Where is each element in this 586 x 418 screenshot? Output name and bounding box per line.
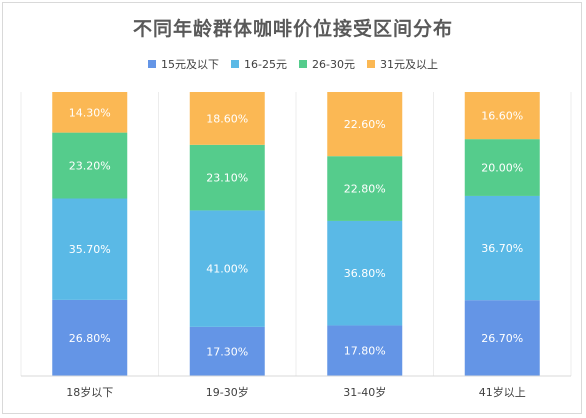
data-label-2-0: 17.80% bbox=[344, 345, 386, 358]
legend-label-0: 15元及以下 bbox=[161, 58, 220, 71]
legend-label-1: 16-25元 bbox=[244, 58, 287, 71]
legend-label-2: 26-30元 bbox=[312, 58, 355, 71]
bar-0-3 bbox=[52, 92, 128, 133]
data-label-1-3: 18.60% bbox=[206, 112, 248, 125]
data-label-2-2: 22.80% bbox=[344, 183, 386, 196]
bar-0-0 bbox=[52, 299, 128, 376]
bar-2-2 bbox=[327, 156, 403, 221]
data-label-0-2: 23.20% bbox=[69, 160, 111, 173]
data-label-0-1: 35.70% bbox=[69, 243, 111, 256]
category-label-2: 31-40岁 bbox=[343, 385, 386, 399]
data-label-0-3: 14.30% bbox=[69, 106, 111, 119]
legend-swatch-1 bbox=[231, 60, 240, 68]
data-label-1-0: 17.30% bbox=[206, 345, 248, 358]
bar-1-1 bbox=[189, 210, 265, 327]
bar-0-1 bbox=[52, 198, 128, 300]
data-label-2-3: 22.60% bbox=[344, 118, 386, 131]
data-label-1-2: 23.10% bbox=[206, 172, 248, 185]
data-label-3-3: 16.60% bbox=[481, 110, 523, 123]
bar-2-1 bbox=[327, 220, 403, 326]
legend-item-0: 15元及以下 bbox=[148, 56, 219, 72]
bar-3-2 bbox=[464, 139, 540, 196]
bar-3-0 bbox=[464, 300, 540, 376]
bar-2-0 bbox=[327, 325, 403, 376]
data-label-3-0: 26.70% bbox=[481, 332, 523, 345]
data-label-3-1: 36.70% bbox=[481, 242, 523, 255]
data-label-1-1: 41.00% bbox=[206, 263, 248, 276]
legend-item-1: 16-25元 bbox=[231, 56, 287, 72]
bar-3-3 bbox=[464, 92, 540, 140]
data-label-2-1: 36.80% bbox=[344, 267, 386, 280]
data-label-3-2: 20.00% bbox=[481, 162, 523, 175]
bar-1-3 bbox=[189, 92, 265, 145]
chart-title: 不同年龄群体咖啡价位接受区间分布 bbox=[132, 18, 453, 40]
category-label-0: 18岁以下 bbox=[66, 385, 113, 399]
legend-item-2: 26-30元 bbox=[299, 56, 355, 72]
category-label-3: 41岁以上 bbox=[479, 385, 526, 399]
legend-swatch-0 bbox=[148, 60, 157, 68]
bar-0-2 bbox=[52, 132, 128, 199]
bar-3-1 bbox=[464, 195, 540, 301]
bar-1-0 bbox=[189, 326, 265, 376]
data-label-0-0: 26.80% bbox=[69, 332, 111, 345]
category-label-1: 19-30岁 bbox=[206, 385, 249, 399]
bar-2-3 bbox=[327, 92, 403, 157]
bar-1-2 bbox=[189, 144, 265, 211]
legend-item-3: 31元及以上 bbox=[366, 56, 438, 72]
legend-label-3: 31元及以上 bbox=[379, 58, 438, 71]
chart-legend: 15元及以下 16-25元 26-30元 31元及以上 bbox=[0, 56, 586, 72]
legend-swatch-3 bbox=[366, 60, 375, 68]
legend-swatch-2 bbox=[299, 60, 307, 68]
